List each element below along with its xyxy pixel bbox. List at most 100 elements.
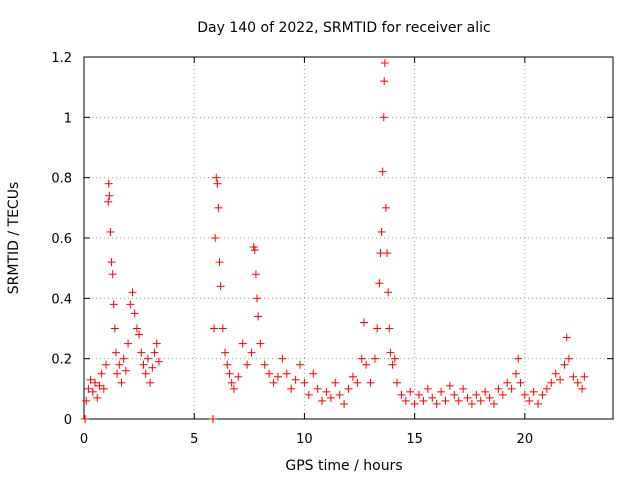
data-point <box>95 381 104 390</box>
data-point <box>208 415 217 423</box>
data-point <box>379 113 388 122</box>
chart-title: Day 140 of 2022, SRMTID for receiver ali… <box>197 20 490 36</box>
data-point <box>450 390 459 399</box>
data-point <box>556 375 565 384</box>
data-point <box>223 360 232 369</box>
data-point <box>362 360 371 369</box>
y-tick-label: 0.6 <box>51 232 72 247</box>
axis-ticks: 0 0.2 0.4 0.6 0.8 1 1.2 0 5 10 15 20 <box>51 51 613 447</box>
data-point <box>82 396 91 405</box>
data-point <box>441 396 450 405</box>
data-point <box>128 288 137 297</box>
x-tick-label: 15 <box>406 432 423 447</box>
data-point <box>514 354 523 363</box>
data-point <box>386 348 395 357</box>
data-point <box>335 390 344 399</box>
data-point <box>366 378 375 387</box>
data-point <box>247 348 256 357</box>
data-point <box>551 369 560 378</box>
data-point <box>569 372 578 381</box>
data-point <box>390 354 399 363</box>
data-point <box>139 360 148 369</box>
data-point <box>107 258 116 267</box>
y-tick-label: 0.4 <box>51 292 72 307</box>
data-point <box>516 378 525 387</box>
data-point <box>580 372 589 381</box>
data-point <box>99 384 108 393</box>
data-point <box>445 381 454 390</box>
data-point <box>459 384 468 393</box>
data-point <box>234 372 243 381</box>
data-point <box>111 348 120 357</box>
data-point <box>210 324 219 333</box>
data-point <box>534 399 543 408</box>
data-point <box>265 369 274 378</box>
data-point <box>512 369 521 378</box>
data-point <box>238 339 247 348</box>
data-point <box>573 378 582 387</box>
data-point <box>148 363 157 372</box>
data-point <box>135 330 144 339</box>
data-point <box>419 396 428 405</box>
data-point <box>146 378 155 387</box>
y-tick-label: 0.2 <box>51 353 72 368</box>
data-point <box>423 384 432 393</box>
x-tick-label: 10 <box>296 432 313 447</box>
data-point <box>357 354 366 363</box>
data-point <box>104 197 113 206</box>
data-point <box>243 360 252 369</box>
data-point <box>331 378 340 387</box>
data-point <box>326 393 335 402</box>
data-point <box>106 227 115 236</box>
data-point <box>104 179 113 188</box>
data-point <box>130 309 139 318</box>
data-point <box>485 393 494 402</box>
data-point <box>227 378 236 387</box>
data-point <box>397 390 406 399</box>
data-point <box>503 378 512 387</box>
data-point <box>344 384 353 393</box>
data-point <box>375 279 384 288</box>
data-point <box>340 399 349 408</box>
data-point <box>476 396 485 405</box>
data-point <box>348 372 357 381</box>
data-point <box>388 360 397 369</box>
data-point <box>373 324 382 333</box>
data-point <box>121 366 130 375</box>
data-point <box>538 390 547 399</box>
data-point <box>213 179 222 188</box>
data-point <box>296 360 305 369</box>
data-point <box>370 354 379 363</box>
data-point <box>381 203 390 212</box>
data-point <box>410 399 419 408</box>
grid <box>84 57 613 419</box>
data-point <box>105 191 114 200</box>
data-point <box>117 378 126 387</box>
data-point <box>216 282 225 291</box>
data-point <box>88 387 97 396</box>
data-point <box>507 384 516 393</box>
data-point <box>377 227 386 236</box>
data-point <box>254 312 263 321</box>
data-point <box>401 396 410 405</box>
data-point <box>211 234 220 242</box>
data-point <box>463 393 472 402</box>
data-point <box>322 387 331 396</box>
data-point <box>81 415 90 423</box>
data-point <box>109 300 118 309</box>
data-point <box>110 324 119 333</box>
data-point <box>498 390 507 399</box>
data-point <box>260 360 269 369</box>
data-point <box>113 369 122 378</box>
data-point <box>225 369 234 378</box>
x-tick-label: 0 <box>80 432 88 447</box>
data-point <box>115 360 124 369</box>
data-point <box>84 384 93 393</box>
data-point <box>251 270 260 279</box>
data-point <box>359 318 368 327</box>
data-point <box>218 324 227 333</box>
y-tick-label: 0.8 <box>51 172 72 187</box>
data-point <box>150 348 159 357</box>
data-point <box>215 258 224 267</box>
data-point <box>542 384 551 393</box>
